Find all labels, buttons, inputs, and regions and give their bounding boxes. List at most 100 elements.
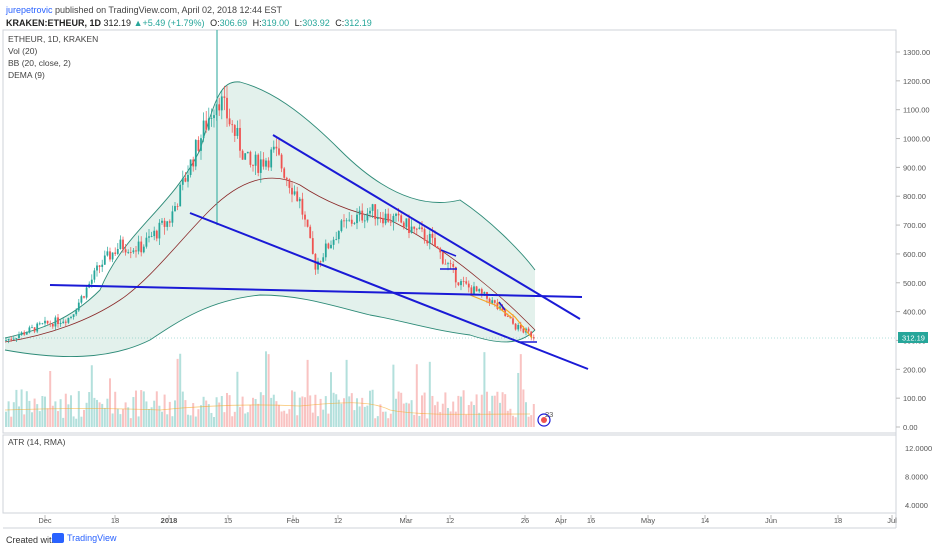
volume-bar — [226, 392, 228, 427]
candle-body — [72, 314, 75, 317]
volume-bar — [231, 416, 234, 427]
candle-body — [25, 332, 28, 335]
candle-body — [67, 317, 70, 323]
candle-body — [402, 222, 405, 227]
date-tick-label: 26 — [521, 516, 529, 525]
candle-body — [122, 239, 124, 250]
volume-bar — [197, 409, 200, 427]
volume-bar — [249, 404, 252, 427]
volume-bar — [207, 404, 210, 427]
date-tick-label: May — [641, 516, 655, 525]
volume-bar — [504, 394, 507, 427]
volume-bar — [46, 408, 49, 427]
volume-bar — [527, 416, 530, 427]
volume-bar — [116, 408, 119, 427]
volume-bar — [36, 404, 39, 427]
volume-bar — [64, 393, 67, 427]
volume-bar — [322, 409, 325, 427]
volume-bar — [449, 411, 452, 427]
candle-body — [83, 296, 85, 298]
tradingview-brand[interactable]: TradingView — [52, 533, 117, 543]
candle-body — [31, 327, 33, 329]
date-tick-label: 15 — [224, 516, 232, 525]
volume-bar — [431, 395, 434, 427]
candle-body — [434, 237, 436, 247]
candle-body — [205, 120, 208, 130]
candle-body — [358, 210, 361, 215]
volume-bar — [517, 372, 520, 427]
candle-body — [457, 282, 460, 286]
date-tick-label: Mar — [400, 516, 413, 525]
candle-body — [101, 264, 104, 267]
candle-body — [280, 154, 283, 169]
volume-bar — [314, 394, 317, 427]
open-label: O: — [210, 18, 220, 28]
candle-body — [322, 257, 325, 262]
volume-bar — [506, 410, 509, 427]
volume-bar — [70, 395, 72, 427]
candle-body — [491, 300, 494, 304]
candle-body — [124, 249, 127, 253]
candle-body — [132, 250, 135, 253]
candle-body — [405, 218, 408, 227]
price-tick-label: 800.00 — [903, 192, 926, 201]
volume-bar — [418, 415, 421, 427]
volume-bar — [400, 392, 403, 427]
candle-body — [257, 154, 260, 173]
candle-body — [241, 150, 244, 160]
candle-body — [514, 323, 517, 330]
volume-bar — [23, 414, 26, 427]
bollinger-basis-line — [4, 177, 536, 343]
candle-body — [202, 120, 205, 139]
volume-bar — [530, 415, 533, 427]
volume-bar — [486, 391, 488, 427]
candle-body — [527, 328, 530, 332]
price-tick-label: 100.00 — [903, 394, 926, 403]
candle-body — [369, 210, 371, 214]
volume-bar — [59, 399, 62, 427]
volume-bar — [18, 406, 20, 427]
candle-body — [413, 226, 416, 229]
volume-bar — [200, 405, 202, 427]
volume-bar — [426, 418, 429, 427]
volume-bar — [93, 397, 96, 427]
candle-body — [509, 316, 512, 319]
author-link[interactable]: jurepetrovic — [6, 5, 53, 15]
candle-body — [335, 239, 338, 240]
volume-bar — [184, 400, 187, 427]
upper-trendline[interactable] — [272, 134, 581, 320]
candle-body — [340, 220, 343, 232]
candle-body — [210, 118, 213, 119]
candle-body — [283, 168, 286, 178]
candle-body — [337, 231, 340, 240]
candle-body — [319, 261, 322, 263]
candle-body — [150, 236, 153, 237]
volume-bar — [31, 412, 33, 427]
volume-bar — [402, 403, 405, 427]
volume-bar — [101, 403, 104, 427]
quote-line: KRAKEN:ETHEUR, 1D 312.19 ▲+5.49 (+1.79%)… — [6, 18, 372, 28]
candle-body — [327, 243, 330, 249]
candle-body — [218, 104, 221, 111]
candle-body — [23, 332, 26, 335]
volume-bar — [408, 403, 410, 427]
volume-bar — [405, 402, 408, 427]
volume-ma-line — [4, 402, 531, 415]
date-tick-label: 18 — [834, 516, 842, 525]
tradingview-name: TradingView — [67, 533, 117, 543]
candle-body — [418, 227, 421, 229]
volume-bar — [135, 390, 137, 427]
date-tick-label: Jul — [887, 516, 897, 525]
lower-trendline[interactable] — [189, 212, 589, 370]
date-tick-label: 12 — [334, 516, 342, 525]
candle-body — [293, 191, 296, 195]
candle-body — [223, 96, 226, 98]
price-chart[interactable]: 23 ETHEUR, 1D, KRAKEN Vol (20) BB (20, c… — [0, 0, 932, 530]
candle-body — [49, 323, 52, 325]
candle-body — [447, 263, 449, 265]
candle-body — [275, 146, 278, 149]
candle-body — [15, 338, 18, 339]
horizontal-support-line[interactable] — [49, 284, 583, 298]
candle-body — [376, 217, 379, 220]
candle-body — [137, 241, 140, 252]
